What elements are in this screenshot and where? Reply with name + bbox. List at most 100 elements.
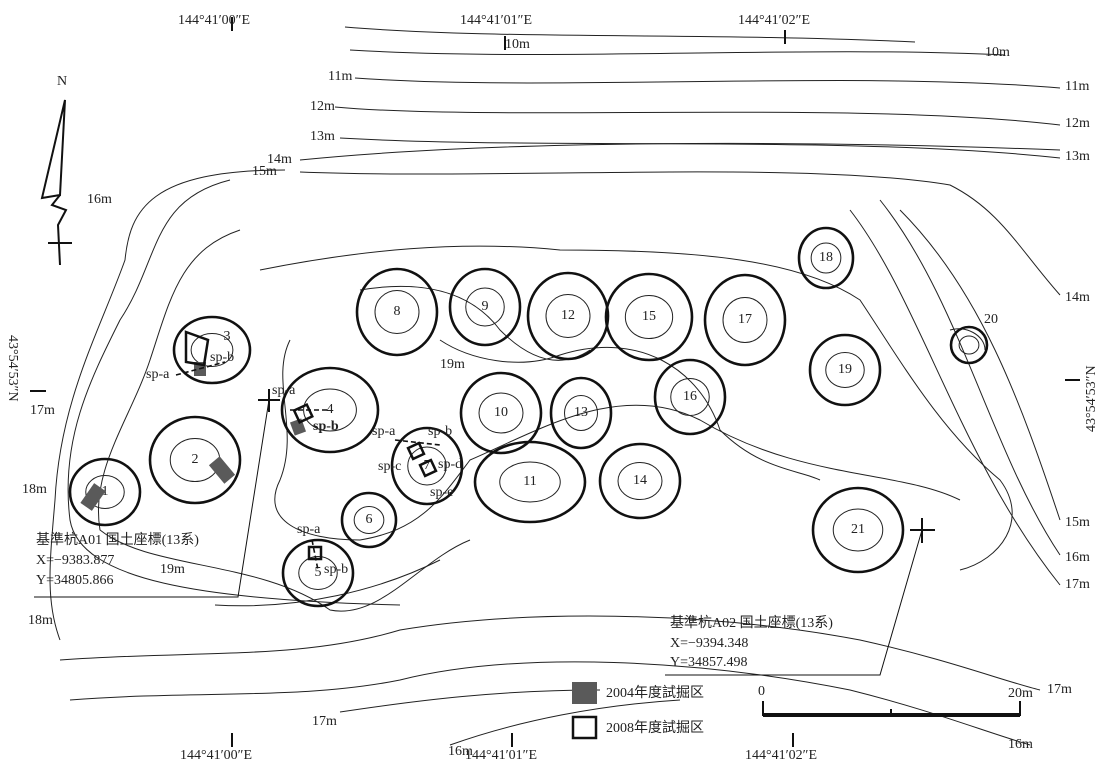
label: sp-a xyxy=(272,383,296,398)
label: 2008年度試掘区 xyxy=(606,720,704,736)
pit-number: 20 xyxy=(984,312,998,327)
map-line xyxy=(340,138,1060,158)
map-line xyxy=(275,340,960,540)
scale-bar xyxy=(763,701,1020,717)
label: 144°41′01″E xyxy=(465,748,537,763)
label: sp-e xyxy=(430,485,453,500)
north-arrow xyxy=(42,100,72,265)
pit-number: 17 xyxy=(738,312,752,327)
map-line xyxy=(48,195,72,265)
pit-number: 3 xyxy=(224,329,231,344)
pits: 123456789101112131415161718192021 xyxy=(70,228,998,606)
map-line xyxy=(260,246,1012,570)
map-line xyxy=(335,107,1060,125)
label: 18m xyxy=(22,482,47,497)
site-map: 123456789101112131415161718192021 N 144°… xyxy=(0,0,1105,767)
labels: N 144°41′00″E 144°41′01″E 144°41′02″E 14… xyxy=(5,13,1099,763)
label: 17m xyxy=(1047,682,1072,697)
pit-number: 11 xyxy=(523,474,536,489)
label: sp-a xyxy=(146,367,170,382)
pit-outline xyxy=(951,327,987,363)
pit-number: 13 xyxy=(574,405,588,420)
map-line xyxy=(573,717,596,738)
label: sp-b xyxy=(324,562,348,577)
label: sp-d xyxy=(438,457,462,472)
label: 10m xyxy=(505,37,530,52)
label: N xyxy=(57,74,67,89)
label: 基準杭A01 国土座標(13系) xyxy=(36,531,199,548)
pit-contour xyxy=(959,336,979,354)
label: 43°54′53″N xyxy=(1084,365,1099,432)
label: 144°41′02″E xyxy=(745,748,817,763)
map-line xyxy=(355,78,1060,88)
map-line xyxy=(763,701,1020,715)
label: 15m xyxy=(1065,515,1090,530)
map-line xyxy=(42,100,65,198)
pit-number: 10 xyxy=(494,405,508,420)
label: 12m xyxy=(310,99,335,114)
map-line xyxy=(258,389,935,543)
label: 144°41′00″E xyxy=(178,13,250,28)
map-line xyxy=(300,172,1060,295)
label: 14m xyxy=(1065,290,1090,305)
pit-number: 19 xyxy=(838,362,852,377)
label: 16m xyxy=(1065,550,1090,565)
label: 基準杭A02 国土座標(13系) xyxy=(670,614,833,631)
label: sp-a xyxy=(372,424,396,439)
grid-ticks xyxy=(30,17,1080,747)
label: 13m xyxy=(1065,149,1090,164)
label: X=−9383.877 xyxy=(36,553,114,568)
label: 17m xyxy=(1065,577,1090,592)
label: 16m xyxy=(448,744,473,759)
map-line xyxy=(345,27,915,42)
label: 13m xyxy=(310,129,335,144)
map-line xyxy=(294,405,312,423)
label: 0 xyxy=(758,684,765,699)
label: 17m xyxy=(312,714,337,729)
map-line xyxy=(350,50,1005,55)
pit-number: 12 xyxy=(561,308,575,323)
map-line xyxy=(850,210,1060,585)
label: Y=34857.498 xyxy=(670,655,748,670)
label: 11m xyxy=(1065,79,1089,94)
label: X=−9394.348 xyxy=(670,636,748,651)
pit-number: 2 xyxy=(192,452,199,467)
pit-number: 6 xyxy=(366,512,373,527)
pit-number: 15 xyxy=(642,309,656,324)
label: 144°41′01″E xyxy=(460,13,532,28)
label: 10m xyxy=(985,45,1010,60)
map-line xyxy=(70,662,1030,745)
map-line xyxy=(186,332,208,365)
map-line xyxy=(572,682,597,704)
label: 12m xyxy=(1065,116,1090,131)
label: 19m xyxy=(440,357,465,372)
legend xyxy=(572,682,597,738)
label: 11m xyxy=(328,69,352,84)
map-line xyxy=(340,690,600,712)
label: sp-b xyxy=(313,419,339,434)
label: 17m xyxy=(30,403,55,418)
label: 19m xyxy=(160,562,185,577)
pit-number: 9 xyxy=(482,299,489,314)
label: 16m xyxy=(1008,737,1033,752)
label: sp-a xyxy=(297,522,321,537)
map-line xyxy=(209,456,235,483)
label: 43°54′53″N xyxy=(5,335,20,402)
label: 144°41′00″E xyxy=(180,748,252,763)
map-line xyxy=(60,616,1040,690)
pit-number: 16 xyxy=(683,389,697,404)
pit-number: 18 xyxy=(819,250,833,265)
label: 2004年度試掘区 xyxy=(606,685,704,701)
pit-number: 4 xyxy=(327,402,334,417)
label: Y=34805.866 xyxy=(36,573,114,588)
label: 16m xyxy=(87,192,112,207)
pit-number: 21 xyxy=(851,522,865,537)
label: sp-b xyxy=(210,350,234,365)
label: 144°41′02″E xyxy=(738,13,810,28)
map-line xyxy=(300,143,1060,160)
pit-number: 14 xyxy=(633,473,647,488)
contours xyxy=(50,27,1060,745)
map-line xyxy=(900,210,1060,520)
label: sp-b xyxy=(428,424,452,439)
label: 20m xyxy=(1008,686,1033,701)
